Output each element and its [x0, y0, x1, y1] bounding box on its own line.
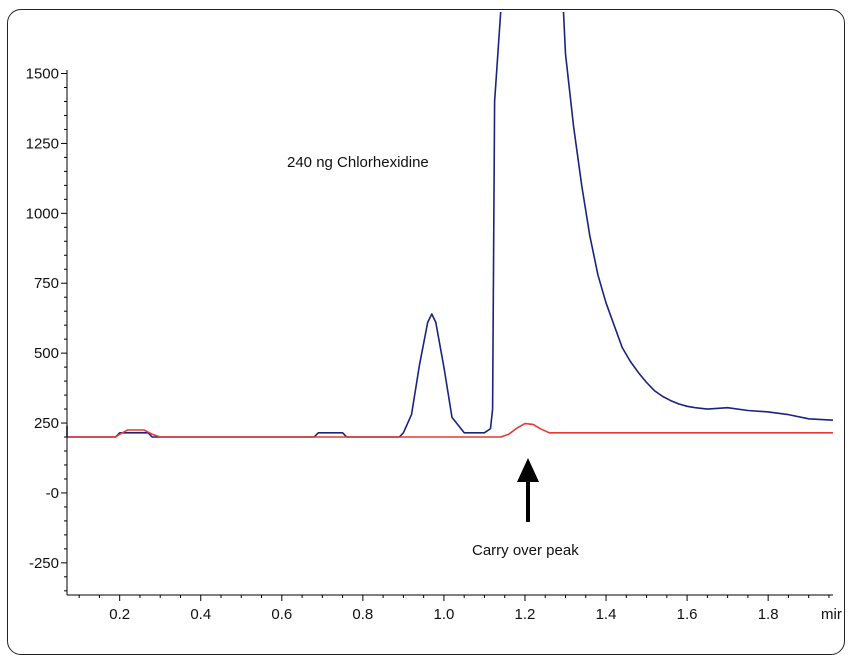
x-tick-label: 0.2: [109, 606, 130, 623]
x-tick-label: 1.4: [596, 606, 617, 623]
series-line-1: [66, 11, 502, 438]
x-tick-label: 1.2: [515, 606, 536, 623]
y-tick-label: 1500: [26, 66, 59, 83]
y-tick-label: 250: [34, 415, 59, 432]
series-line-2: [562, 11, 834, 421]
plot-area: [66, 11, 834, 438]
series-line-3: [67, 422, 833, 438]
y-tick-label: 500: [34, 345, 59, 362]
x-tick-label: 1.0: [433, 606, 454, 623]
y-tick-label: 1250: [26, 135, 59, 152]
x-tick-label: 1.8: [758, 606, 779, 623]
axes: -250 -0 250 500 750 1000 1250 1500 0.2 0.4 0.6 0.8 1…: [26, 66, 842, 623]
carryover-label: Carry over peak: [472, 542, 579, 559]
x-tick-label: 0.6: [271, 606, 292, 623]
carryover-arrow: [517, 458, 539, 522]
x-tick-label: 0.8: [352, 606, 373, 623]
y-tick-label: 1000: [26, 205, 59, 222]
y-tick-label: -0: [46, 485, 59, 502]
x-tick-label: 1.6: [677, 606, 698, 623]
y-tick-label: -250: [29, 555, 59, 572]
x-tick-label: 0.4: [190, 606, 211, 623]
y-tick-label: 750: [34, 275, 59, 292]
x-unit-label: mir: [821, 606, 842, 623]
sample-label: 240 ng Chlorhexidine: [287, 154, 429, 171]
